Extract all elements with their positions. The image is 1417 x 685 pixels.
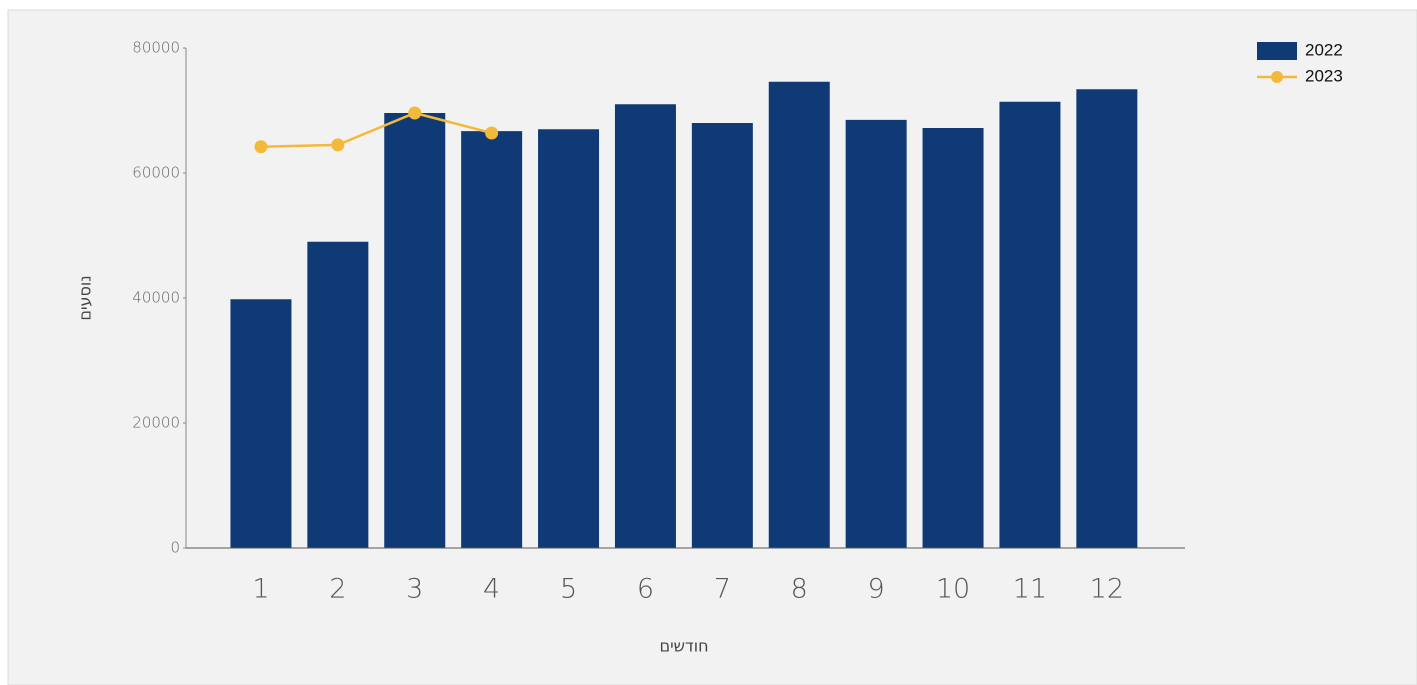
x-tick-label: 4 <box>483 574 500 605</box>
x-tick-label: 2 <box>329 574 346 605</box>
x-tick-label: 9 <box>868 574 885 605</box>
bar <box>230 299 292 548</box>
x-tick-label: 8 <box>791 574 808 605</box>
legend-swatch <box>1257 42 1297 60</box>
bar <box>999 101 1061 548</box>
legend-label: 2022 <box>1305 40 1343 59</box>
point <box>331 138 345 152</box>
y-axis-label: נוסעים <box>76 275 95 320</box>
bar <box>922 128 984 548</box>
x-tick-label: 11 <box>1013 574 1047 605</box>
y-tick-label: 0 <box>170 539 180 557</box>
line <box>260 111 492 148</box>
point <box>485 126 499 140</box>
x-tick-label: 1 <box>252 574 269 605</box>
bar <box>307 241 369 548</box>
y-tick-label: 80000 <box>132 39 180 57</box>
x-tick-label: 10 <box>936 574 970 605</box>
x-tick-label: 5 <box>560 574 577 605</box>
x-tick-label: 12 <box>1090 574 1124 605</box>
x-axis-label: חודשים <box>659 637 708 656</box>
point <box>408 106 422 120</box>
bar <box>1076 89 1138 548</box>
bar <box>614 104 676 548</box>
point <box>254 140 268 154</box>
y-tick-label: 20000 <box>132 414 180 432</box>
x-tick-label: 7 <box>714 574 731 605</box>
bar <box>768 81 830 548</box>
bar <box>845 119 907 548</box>
bar <box>691 123 753 548</box>
y-tick-label: 40000 <box>132 289 180 307</box>
legend-label: 2023 <box>1305 66 1343 85</box>
bar <box>384 113 446 548</box>
x-tick-label: 3 <box>406 574 423 605</box>
bar <box>461 131 523 548</box>
bar <box>538 129 600 548</box>
x-tick-label: 6 <box>637 574 654 605</box>
legend-swatch <box>1271 71 1283 83</box>
y-tick-label: 60000 <box>132 164 180 182</box>
